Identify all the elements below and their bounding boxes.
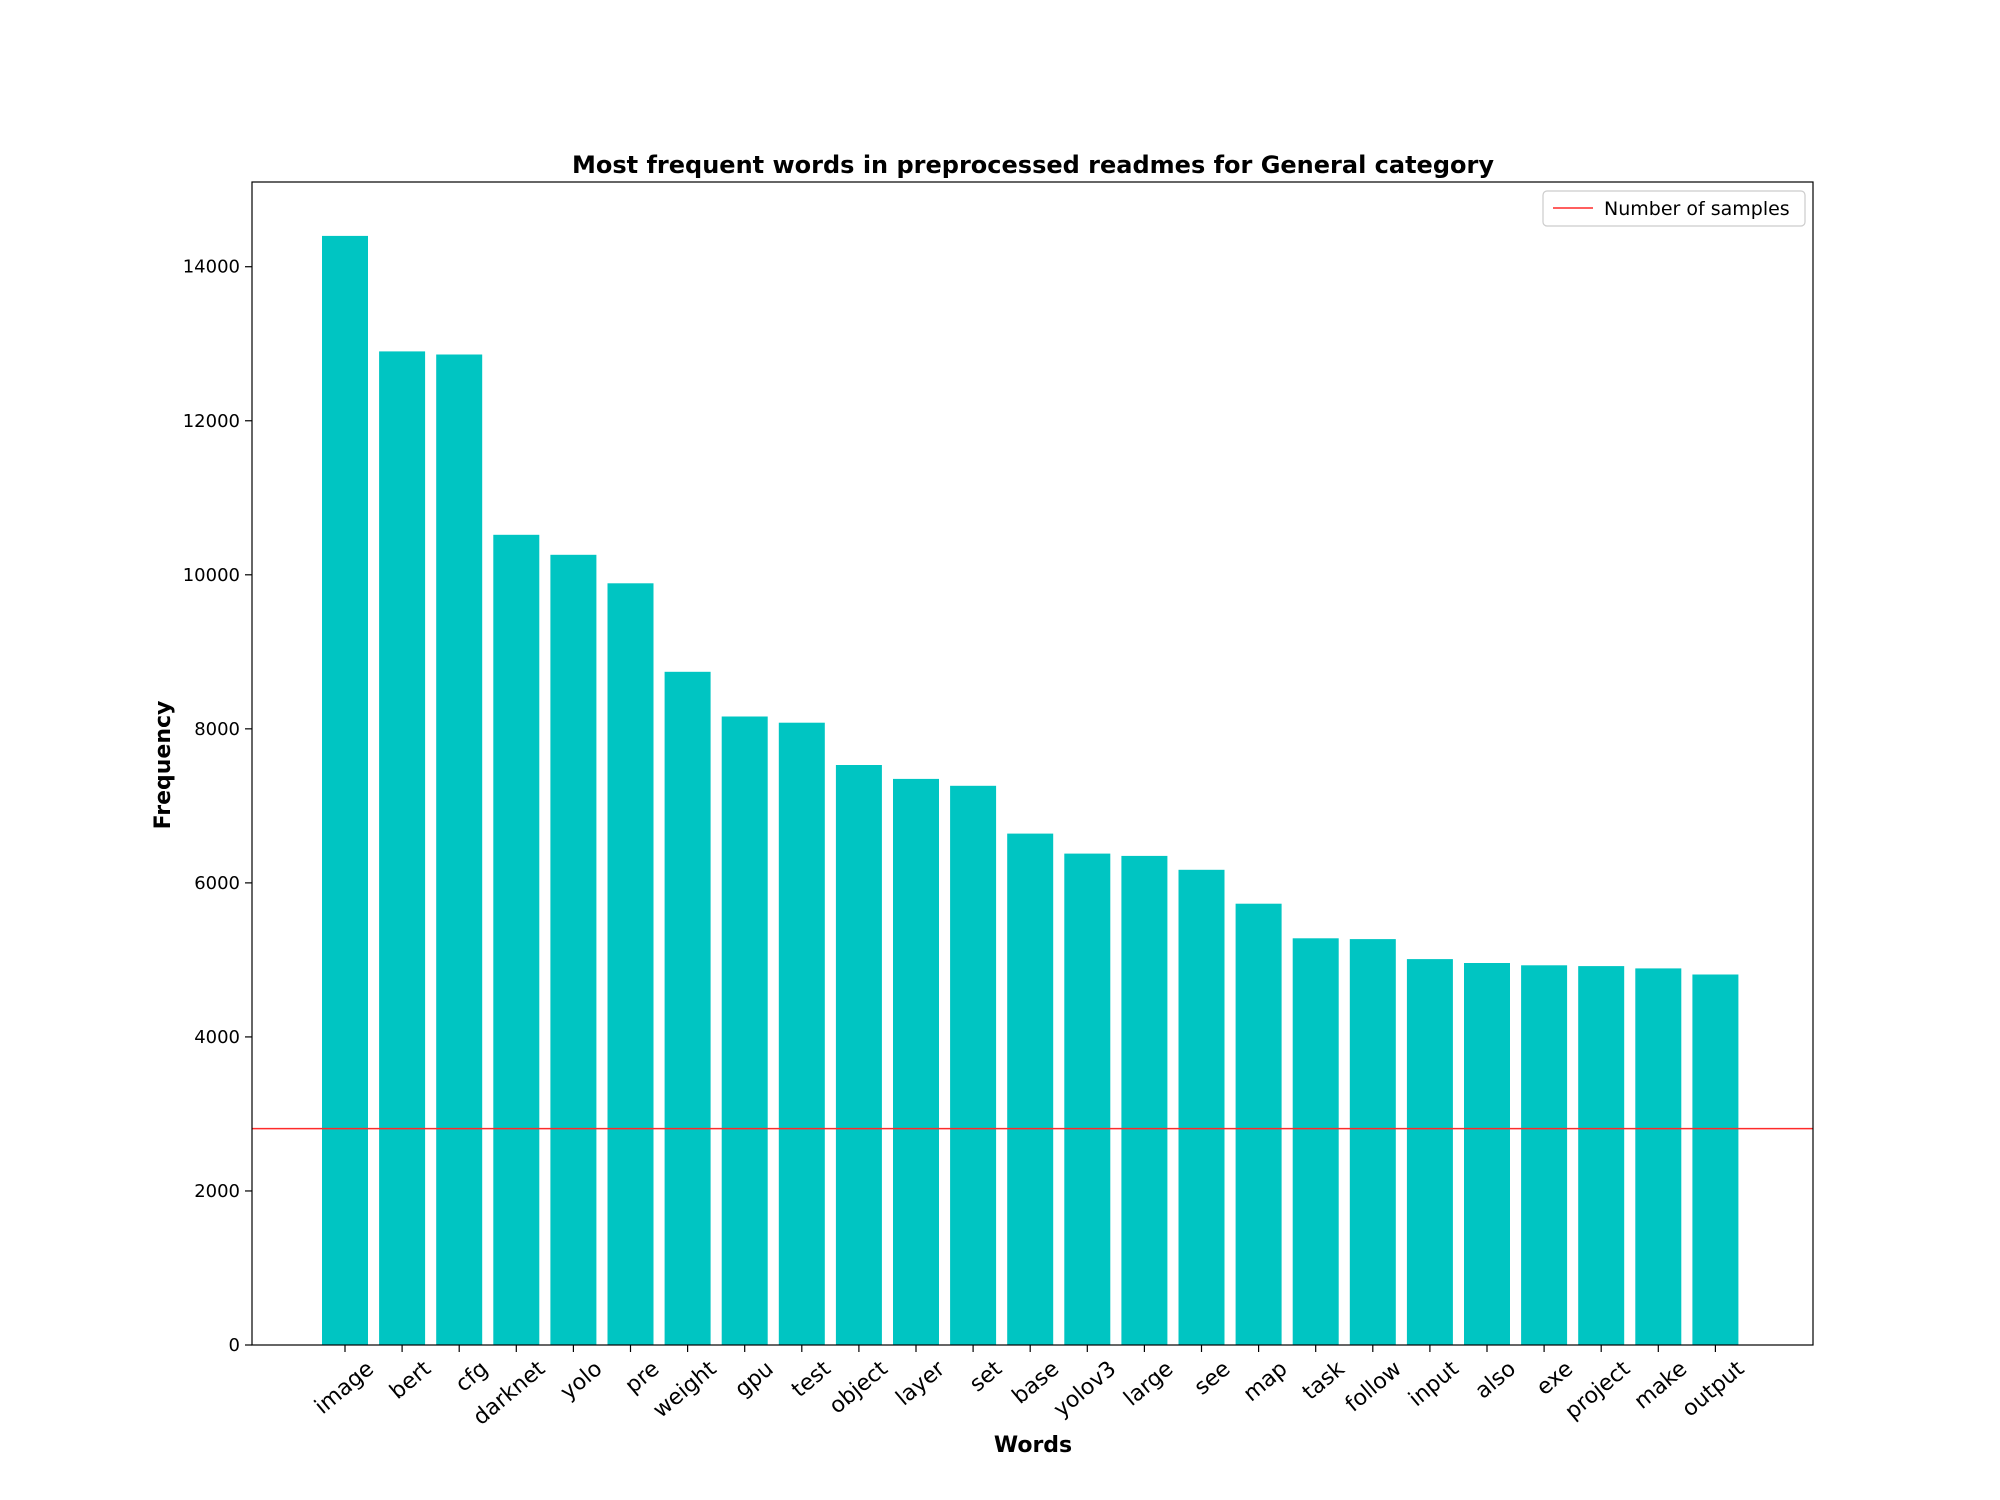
x-tick-label-pre: pre bbox=[621, 1356, 665, 1398]
x-tick-label-bert: bert bbox=[385, 1356, 436, 1404]
x-tick-label-yolo: yolo bbox=[556, 1356, 607, 1405]
bar-yolo bbox=[550, 554, 597, 1345]
bar-exe bbox=[1521, 965, 1568, 1345]
bar-set bbox=[950, 785, 997, 1345]
legend-box bbox=[1542, 190, 1806, 227]
x-tick-label-layer: layer bbox=[891, 1356, 950, 1411]
bar-large bbox=[1121, 855, 1168, 1345]
bar-follow bbox=[1349, 939, 1396, 1345]
y-tick-label-10000: 10000 bbox=[183, 565, 240, 586]
y-tick-label-8000: 8000 bbox=[194, 719, 240, 740]
bar-task bbox=[1292, 938, 1339, 1345]
bar-pre bbox=[607, 583, 654, 1345]
bar-gpu bbox=[721, 716, 768, 1345]
bar-also bbox=[1464, 963, 1510, 1345]
plot-area-frame bbox=[251, 181, 1814, 1346]
bar-yolov3 bbox=[1064, 853, 1111, 1345]
x-tick-label-map: map bbox=[1239, 1356, 1293, 1407]
x-tick-label-gpu: gpu bbox=[730, 1356, 778, 1402]
bar-make bbox=[1635, 968, 1682, 1345]
legend-entry-number-of-samples: Number of samples bbox=[1604, 198, 1790, 220]
bar-map bbox=[1235, 903, 1282, 1345]
y-tick-label-0: 0 bbox=[229, 1335, 240, 1356]
bar-base bbox=[1007, 833, 1054, 1345]
x-tick-label-weight: weight bbox=[649, 1356, 722, 1423]
x-tick-label-input: input bbox=[1404, 1356, 1464, 1412]
x-tick-label-set: set bbox=[965, 1356, 1007, 1397]
x-tick-label-object: object bbox=[825, 1356, 893, 1419]
y-tick-label-6000: 6000 bbox=[194, 873, 240, 894]
x-tick-label-yolov3: yolov3 bbox=[1049, 1356, 1121, 1422]
bar-darknet bbox=[493, 534, 540, 1345]
bar-weight bbox=[664, 671, 711, 1345]
bar-see bbox=[1178, 869, 1225, 1345]
legend: Number of samples bbox=[1542, 190, 1806, 227]
bar-output bbox=[1692, 974, 1739, 1345]
bar-image bbox=[322, 235, 368, 1345]
x-tick-label-project: project bbox=[1560, 1356, 1635, 1424]
x-tick-label-output: output bbox=[1678, 1356, 1750, 1422]
y-tick-label-14000: 14000 bbox=[183, 257, 240, 278]
bar-cfg bbox=[436, 354, 483, 1345]
x-tick-label-exe: exe bbox=[1532, 1356, 1578, 1400]
y-axis: 0 2000 4000 6000 8000 10000 12000 14000 bbox=[183, 257, 252, 1356]
bar-layer bbox=[893, 778, 939, 1345]
bar-input bbox=[1406, 959, 1453, 1345]
y-axis-label: Frequency bbox=[151, 701, 176, 830]
x-tick-label-image: image bbox=[310, 1356, 379, 1419]
bar-bert bbox=[379, 351, 426, 1345]
x-axis-label: Words bbox=[994, 1433, 1072, 1458]
bar-object bbox=[835, 765, 882, 1345]
x-tick-label-see: see bbox=[1190, 1356, 1236, 1400]
bar-project bbox=[1578, 966, 1625, 1345]
x-tick-label-cfg: cfg bbox=[451, 1356, 493, 1397]
x-tick-label-follow: follow bbox=[1341, 1356, 1407, 1417]
chart-title: Most frequent words in preprocessed read… bbox=[572, 151, 1494, 179]
y-tick-label-2000: 2000 bbox=[194, 1181, 240, 1202]
bar-test bbox=[778, 722, 825, 1345]
y-tick-label-4000: 4000 bbox=[194, 1027, 240, 1048]
x-tick-label-large: large bbox=[1119, 1356, 1178, 1411]
bars-group bbox=[322, 235, 1739, 1345]
y-tick-label-12000: 12000 bbox=[183, 411, 240, 432]
x-tick-label-also: also bbox=[1471, 1356, 1521, 1404]
